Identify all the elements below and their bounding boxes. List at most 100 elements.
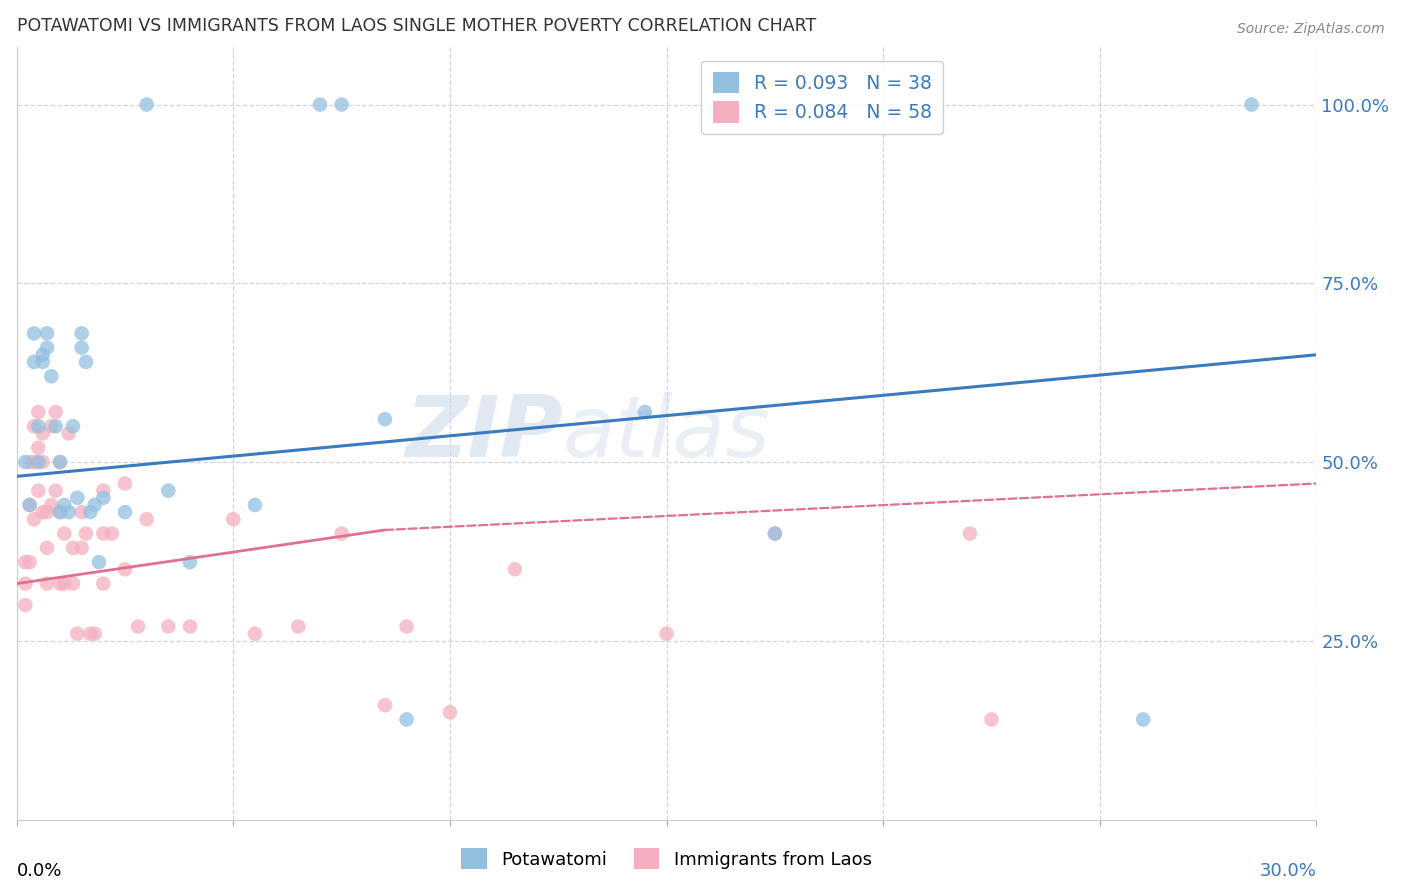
- Point: [58, 505, 80, 519]
- Point: [763, 526, 786, 541]
- Point: [22, 455, 45, 469]
- Point: [27, 455, 49, 469]
- Point: [14, 555, 37, 569]
- Point: [127, 619, 149, 633]
- Point: [243, 498, 266, 512]
- Text: Source: ZipAtlas.com: Source: ZipAtlas.com: [1237, 22, 1385, 37]
- Text: atlas: atlas: [562, 392, 770, 475]
- Point: [222, 512, 245, 526]
- Point: [31, 455, 53, 469]
- Point: [14, 455, 37, 469]
- Point: [1132, 713, 1154, 727]
- Point: [91, 491, 114, 505]
- Point: [135, 97, 157, 112]
- Point: [374, 698, 396, 713]
- Point: [27, 405, 49, 419]
- Point: [31, 348, 53, 362]
- Point: [62, 576, 84, 591]
- Point: [503, 562, 526, 576]
- Point: [634, 405, 657, 419]
- Point: [114, 476, 136, 491]
- Point: [41, 369, 63, 384]
- Point: [91, 576, 114, 591]
- Point: [309, 97, 332, 112]
- Point: [31, 426, 53, 441]
- Point: [49, 576, 72, 591]
- Point: [75, 355, 97, 369]
- Point: [101, 526, 124, 541]
- Point: [980, 713, 1002, 727]
- Legend: Potawatomi, Immigrants from Laos: Potawatomi, Immigrants from Laos: [454, 841, 879, 876]
- Point: [58, 426, 80, 441]
- Point: [14, 576, 37, 591]
- Point: [157, 483, 180, 498]
- Point: [41, 498, 63, 512]
- Point: [45, 483, 67, 498]
- Point: [53, 576, 76, 591]
- Text: POTAWATOMI VS IMMIGRANTS FROM LAOS SINGLE MOTHER POVERTY CORRELATION CHART: POTAWATOMI VS IMMIGRANTS FROM LAOS SINGL…: [17, 17, 815, 35]
- Point: [66, 491, 89, 505]
- Point: [70, 541, 93, 555]
- Point: [79, 505, 101, 519]
- Point: [45, 405, 67, 419]
- Point: [66, 626, 89, 640]
- Point: [53, 526, 76, 541]
- Point: [70, 341, 93, 355]
- Point: [49, 505, 72, 519]
- Point: [14, 598, 37, 612]
- Point: [18, 555, 41, 569]
- Point: [157, 619, 180, 633]
- Point: [31, 355, 53, 369]
- Point: [243, 626, 266, 640]
- Point: [287, 619, 309, 633]
- Point: [179, 619, 201, 633]
- Point: [87, 555, 110, 569]
- Point: [179, 555, 201, 569]
- Text: 30.0%: 30.0%: [1260, 862, 1316, 880]
- Point: [22, 355, 45, 369]
- Point: [45, 419, 67, 434]
- Point: [62, 541, 84, 555]
- Point: [763, 526, 786, 541]
- Point: [22, 419, 45, 434]
- Point: [27, 483, 49, 498]
- Point: [41, 419, 63, 434]
- Point: [79, 626, 101, 640]
- Point: [22, 512, 45, 526]
- Text: ZIP: ZIP: [405, 392, 562, 475]
- Point: [70, 326, 93, 341]
- Point: [35, 505, 58, 519]
- Point: [35, 576, 58, 591]
- Point: [75, 526, 97, 541]
- Point: [70, 505, 93, 519]
- Point: [22, 326, 45, 341]
- Point: [35, 541, 58, 555]
- Point: [18, 498, 41, 512]
- Point: [395, 619, 418, 633]
- Point: [1240, 97, 1263, 112]
- Point: [330, 97, 353, 112]
- Point: [18, 498, 41, 512]
- Point: [49, 455, 72, 469]
- Point: [655, 626, 678, 640]
- Point: [62, 419, 84, 434]
- Text: 0.0%: 0.0%: [17, 862, 62, 880]
- Point: [959, 526, 981, 541]
- Point: [35, 341, 58, 355]
- Point: [83, 626, 105, 640]
- Point: [91, 483, 114, 498]
- Point: [35, 326, 58, 341]
- Point: [114, 562, 136, 576]
- Point: [53, 498, 76, 512]
- Point: [135, 512, 157, 526]
- Point: [49, 505, 72, 519]
- Point: [114, 505, 136, 519]
- Point: [18, 455, 41, 469]
- Point: [27, 441, 49, 455]
- Point: [374, 412, 396, 426]
- Point: [31, 505, 53, 519]
- Point: [395, 713, 418, 727]
- Point: [439, 706, 461, 720]
- Point: [49, 455, 72, 469]
- Point: [330, 526, 353, 541]
